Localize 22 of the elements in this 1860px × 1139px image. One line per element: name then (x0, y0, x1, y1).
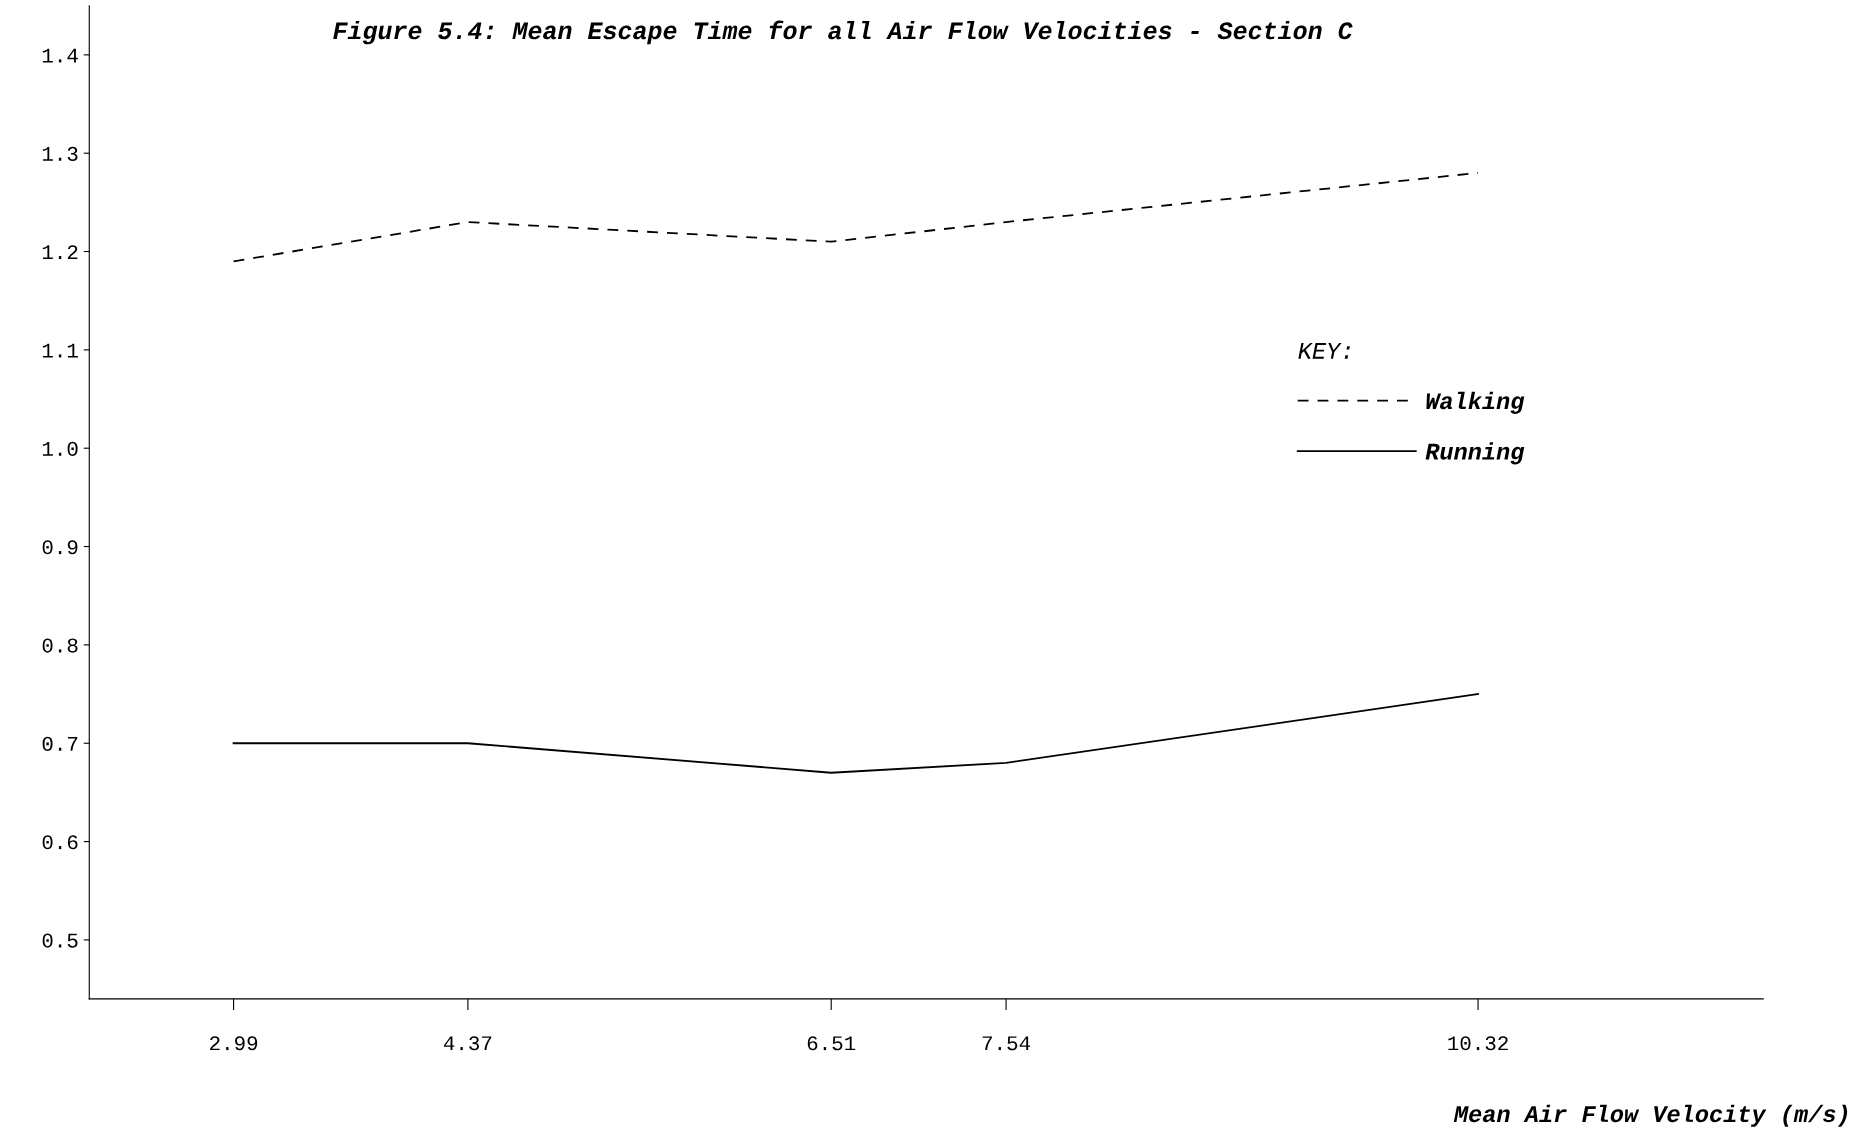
line-series (232, 171, 1479, 263)
legend-label: Walking (1426, 391, 1525, 414)
x-axis-title: Mean Air Flow Velocity (m/s) (1453, 1104, 1848, 1127)
y-tick-label: 0.6 (42, 835, 78, 850)
x-tick-label: 4.37 (443, 1036, 492, 1051)
x-tick-label: 7.54 (982, 1036, 1031, 1051)
y-tick-label: 1.1 (42, 343, 78, 358)
x-tick-label: 6.51 (807, 1036, 856, 1051)
y-tick-label: 0.9 (42, 540, 78, 555)
y-tick-label: 1.4 (42, 48, 78, 63)
x-tick-label: 10.32 (1448, 1036, 1508, 1051)
x-tick-label: 2.99 (210, 1036, 258, 1051)
y-tick-label: 1.3 (42, 146, 78, 161)
y-tick-label: 1.2 (42, 245, 78, 260)
y-tick-label: 0.5 (42, 933, 78, 948)
y-tick-label: 0.7 (42, 736, 78, 751)
legend-title: KEY: (1298, 343, 1350, 359)
y-tick-label: 0.8 (42, 638, 78, 653)
legend-label: Running (1425, 442, 1525, 465)
line-series (232, 693, 1479, 774)
y-tick-label: 1.0 (42, 441, 78, 456)
text: Figure 5.4: Mean Escape Time for all Air Flow Velocities - Section C (333, 20, 1353, 45)
